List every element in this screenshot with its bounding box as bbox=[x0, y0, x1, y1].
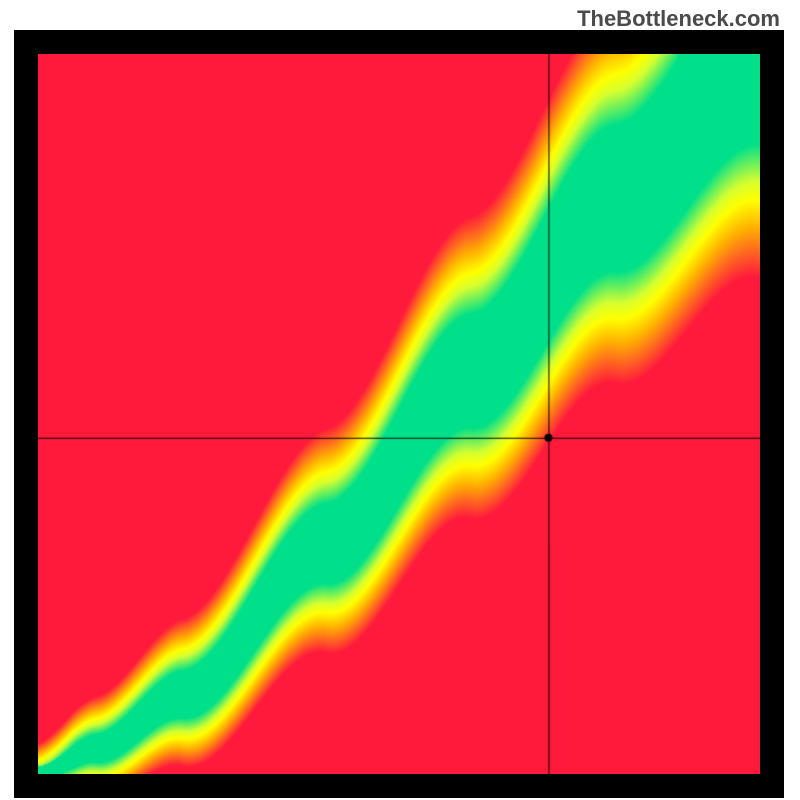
chart-container: TheBottleneck.com bbox=[0, 0, 800, 800]
attribution-text: TheBottleneck.com bbox=[577, 6, 780, 32]
heatmap-canvas bbox=[38, 54, 760, 774]
heatmap-canvas-wrap bbox=[38, 54, 760, 774]
